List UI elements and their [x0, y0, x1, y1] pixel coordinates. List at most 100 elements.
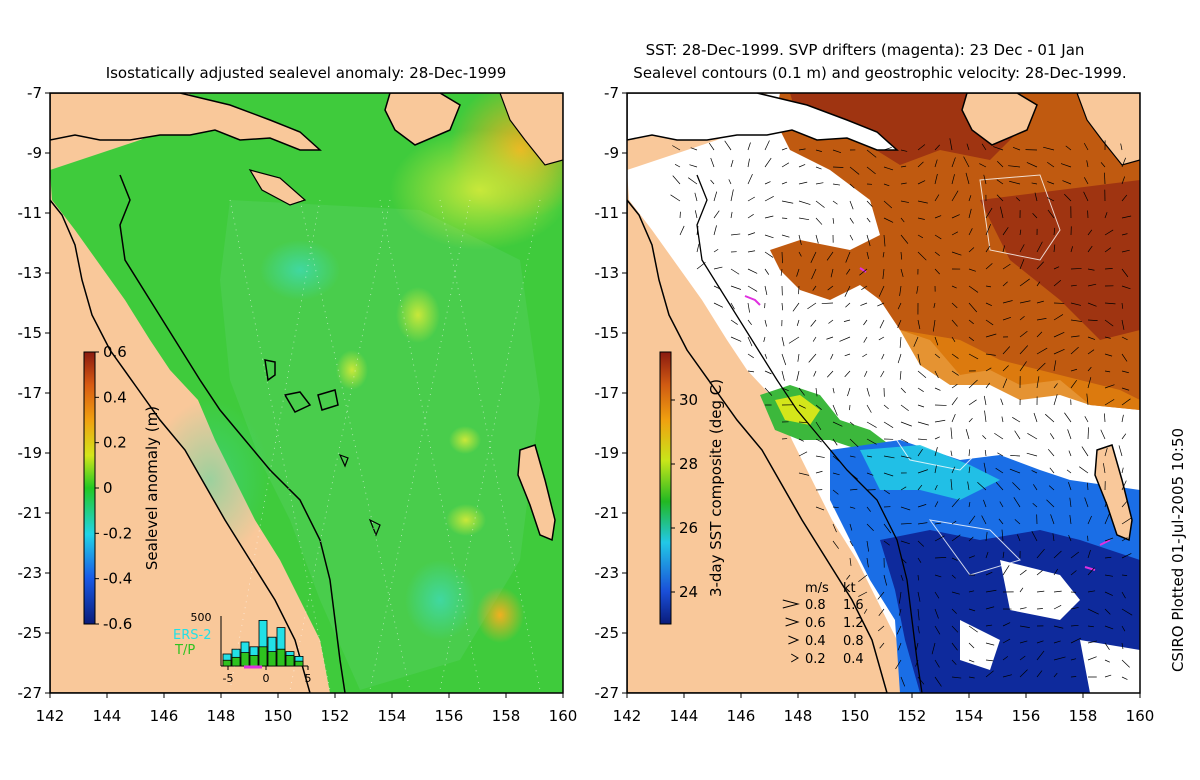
velocity-arrow — [1046, 197, 1055, 202]
velocity-arrow — [844, 285, 851, 297]
velocity-arrow — [832, 217, 835, 224]
left-map-axes: -7 -9 -11 -13 -15 -17 -19 -21 -23 -25 -27 142 144 146… — [18, 84, 578, 725]
velocity-arrow — [1087, 608, 1099, 615]
velocity-arrow — [879, 319, 885, 329]
velocity-arrow — [917, 370, 927, 378]
velocity-arrow — [1121, 319, 1125, 330]
velocity-legend-ms-value: 0.4 — [805, 634, 826, 649]
velocity-arrow — [934, 159, 938, 168]
velocity-arrow — [882, 251, 885, 258]
velocity-arrow — [839, 336, 851, 342]
velocity-arrow — [812, 285, 817, 291]
velocity-arrow — [934, 501, 939, 508]
lon-tick-label: 150 — [841, 707, 870, 725]
velocity-arrow — [849, 540, 854, 547]
velocity-arrow — [1103, 463, 1106, 474]
velocity-arrow — [1064, 412, 1072, 423]
velocity-arrow — [1053, 314, 1064, 321]
velocity-arrow — [1087, 590, 1096, 593]
velocity-arrow — [883, 574, 887, 586]
colorbar-tick-label: 0.4 — [103, 388, 127, 406]
velocity-arrow — [730, 211, 733, 219]
velocity-arrow — [688, 177, 698, 185]
velocity-arrow — [1000, 206, 1004, 219]
velocity-legend-ms-value: 0.2 — [805, 652, 826, 667]
velocity-arrow — [1002, 263, 1011, 270]
sla-eddy-3 — [446, 504, 486, 536]
velocity-arrow — [985, 302, 993, 307]
velocity-arrow — [864, 370, 868, 377]
velocity-arrow — [747, 353, 754, 359]
histogram-bar-tp — [240, 652, 250, 667]
velocity-arrow — [1121, 574, 1128, 576]
colorbar-tick-label: 0.6 — [103, 343, 127, 361]
lon-tick-label: 142 — [36, 707, 65, 725]
lat-tick-label: -15 — [595, 324, 620, 342]
velocity-arrow — [828, 319, 834, 324]
velocity-legend-arrow — [785, 617, 800, 627]
velocity-arrow — [968, 418, 973, 423]
velocity-legend-arrow — [788, 635, 800, 645]
velocity-arrow — [764, 215, 774, 219]
left-panel-title: Isostatically adjusted sealevel anomaly:… — [106, 64, 507, 82]
velocity-arrow — [985, 606, 995, 610]
velocity-arrow — [1036, 347, 1048, 355]
velocity-arrow — [1121, 157, 1126, 168]
velocity-arrow — [1121, 480, 1127, 491]
histogram-bar-tp — [258, 646, 268, 667]
velocity-legend-kt-value: 1.6 — [843, 598, 864, 613]
lat-tick-label: -9 — [27, 144, 42, 162]
velocity-arrow — [900, 438, 909, 444]
velocity-arrow — [917, 574, 919, 581]
velocity-arrow — [915, 642, 919, 651]
velocity-arrow — [797, 353, 800, 362]
velocity-arrow — [1036, 548, 1045, 559]
velocity-arrow — [1036, 570, 1043, 576]
lat-tick-label: -11 — [595, 204, 620, 222]
velocity-arrow — [993, 146, 1004, 151]
velocity-arrow — [968, 659, 975, 663]
velocity-arrow — [1001, 416, 1004, 423]
velocity-arrow — [932, 319, 936, 332]
velocity-arrow — [1002, 638, 1011, 644]
histogram-bar-tp — [222, 659, 232, 667]
velocity-arrow — [1064, 193, 1072, 202]
velocity-arrow — [764, 285, 768, 296]
velocity-arrow — [1121, 517, 1133, 525]
histogram-bar-tp — [267, 651, 277, 667]
velocity-arrow — [810, 251, 817, 263]
velocity-arrow — [815, 182, 824, 185]
velocity-arrow — [710, 157, 715, 168]
velocity-arrow — [1053, 568, 1059, 576]
velocity-arrow — [983, 395, 987, 406]
velocity-arrow — [877, 591, 885, 600]
velocity-arrow — [917, 200, 928, 204]
louisiade-islands — [248, 169, 307, 206]
velocity-arrow — [679, 225, 685, 236]
velocity-arrow — [1027, 433, 1038, 440]
velocity-arrow — [866, 455, 873, 458]
velocity-arrow — [995, 467, 1004, 474]
velocity-arrow — [917, 353, 921, 366]
velocity-arrow — [730, 233, 741, 236]
velocity-arrow — [916, 285, 919, 294]
histogram-bars — [222, 620, 304, 667]
lon-tick-label: 148 — [207, 707, 236, 725]
velocity-arrow — [1104, 172, 1106, 185]
velocity-arrow — [1104, 537, 1114, 542]
histogram-tick-label: -5 — [223, 672, 234, 685]
velocity-arrow — [792, 302, 800, 312]
velocity-arrow — [1084, 497, 1089, 508]
velocity-arrow — [1070, 368, 1078, 372]
velocity-arrow — [1013, 497, 1021, 508]
velocity-legend-arrow — [782, 599, 800, 609]
velocity-arrow — [858, 574, 868, 583]
colorbar-tick-label: 26 — [679, 519, 698, 537]
velocity-arrow — [1049, 467, 1055, 474]
velocity-arrow — [1019, 278, 1030, 287]
velocity-arrow — [1118, 445, 1123, 457]
velocity-arrow — [951, 231, 959, 236]
velocity-arrow — [965, 172, 970, 185]
velocity-arrow — [1121, 414, 1124, 423]
velocity-arrow — [979, 163, 987, 168]
